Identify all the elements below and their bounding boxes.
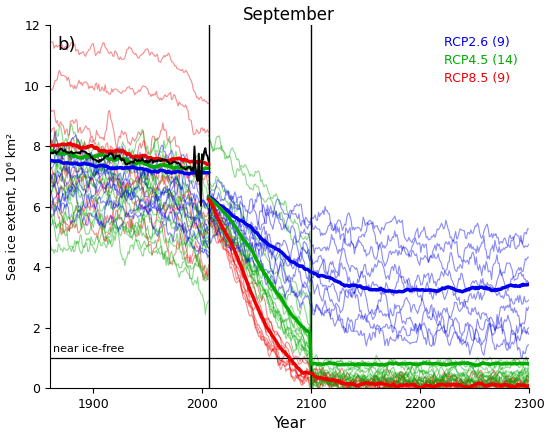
Text: near ice-free: near ice-free — [53, 344, 124, 354]
Title: September: September — [243, 6, 335, 24]
Y-axis label: Sea ice extent, 10⁶ km²: Sea ice extent, 10⁶ km² — [6, 133, 19, 280]
Text: b): b) — [57, 36, 75, 54]
X-axis label: Year: Year — [273, 416, 305, 431]
Legend: RCP2.6 (9), RCP4.5 (14), RCP8.5 (9): RCP2.6 (9), RCP4.5 (14), RCP8.5 (9) — [436, 31, 522, 90]
